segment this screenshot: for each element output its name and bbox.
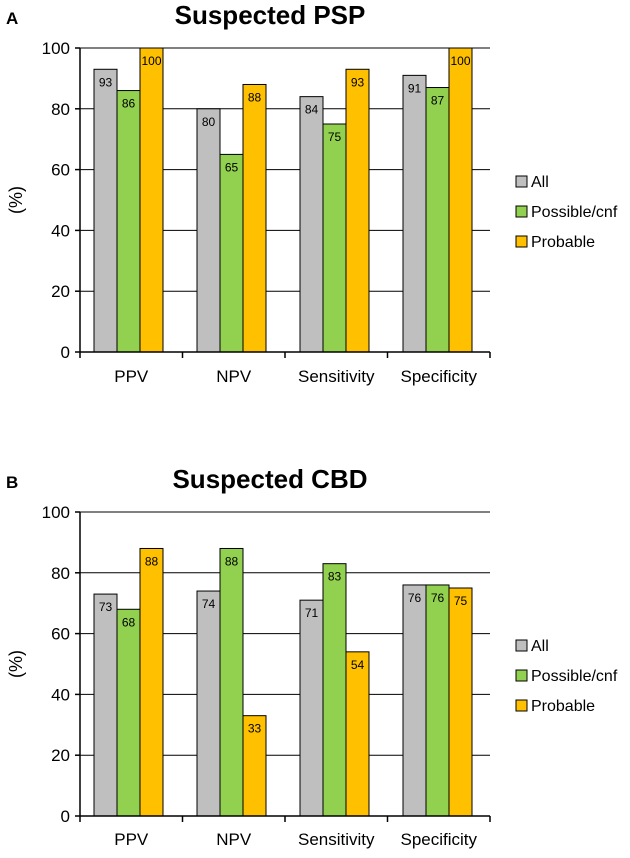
bar-probable-sensitivity xyxy=(345,651,370,817)
bar-all-ppv xyxy=(93,593,118,817)
panel-letter: A xyxy=(6,9,18,28)
category-label: Specificity xyxy=(400,367,477,386)
legend: All Possible/cnf Probable xyxy=(515,638,618,715)
data-label: 71 xyxy=(305,606,319,620)
data-label: 93 xyxy=(351,75,365,89)
data-label: 75 xyxy=(454,594,468,608)
legend-swatch-possible-cnf xyxy=(515,205,528,218)
data-label: 86 xyxy=(122,97,136,111)
bar-probable-ppv xyxy=(139,547,164,817)
legend-swatch-probable xyxy=(515,699,528,712)
data-label: 76 xyxy=(431,591,445,605)
legend-label: Probable xyxy=(531,234,595,251)
y-axis-label: (%) xyxy=(6,650,26,678)
category-label: NPV xyxy=(216,367,252,386)
chart-panel-a: A Suspected PSP 93 80 84 91 86 65 75 87 100 88 93 100… xyxy=(6,0,618,386)
data-label: 93 xyxy=(99,75,113,89)
y-tick-label: 60 xyxy=(51,625,70,644)
bar-possible-cnf-specificity xyxy=(425,584,450,817)
data-label: 54 xyxy=(351,658,365,672)
legend-label: Possible/cnf xyxy=(531,204,618,221)
category-label: Sensitivity xyxy=(298,830,375,849)
y-tick-label: 20 xyxy=(51,282,70,301)
data-label: 88 xyxy=(145,554,159,568)
data-label: 100 xyxy=(450,54,470,68)
bar-all-specificity xyxy=(402,74,427,353)
legend-label: Possible/cnf xyxy=(531,668,618,685)
bar-possible-cnf-ppv xyxy=(116,608,141,817)
bar-all-specificity xyxy=(402,584,427,817)
bar-possible-cnf-sensitivity xyxy=(322,563,347,817)
data-label: 88 xyxy=(248,90,262,104)
data-label: 75 xyxy=(328,130,342,144)
y-axis-label: (%) xyxy=(6,186,26,214)
y-tick-label: 0 xyxy=(61,343,70,362)
y-tick-label: 60 xyxy=(51,161,70,180)
data-label: 100 xyxy=(141,54,161,68)
y-tick-label: 20 xyxy=(51,746,70,765)
category-label: PPV xyxy=(114,367,149,386)
legend-label: All xyxy=(531,638,549,655)
bar-possible-cnf-specificity xyxy=(425,87,450,353)
bar-probable-specificity xyxy=(448,47,473,353)
bar-probable-sensitivity xyxy=(345,68,370,353)
legend: All Possible/cnf Probable xyxy=(515,174,618,251)
chart-title: Suspected PSP xyxy=(175,0,366,30)
legend-swatch-all xyxy=(515,639,528,652)
data-label: 68 xyxy=(122,615,136,629)
legend-label: Probable xyxy=(531,698,595,715)
bar-probable-ppv xyxy=(139,47,164,353)
data-label: 76 xyxy=(408,591,422,605)
bar-possible-cnf-npv xyxy=(219,547,244,817)
chart-panel-b: B Suspected CBD 73 74 71 76 68 88 83 76 88 33 54 75 0 2… xyxy=(6,464,618,849)
data-label: 83 xyxy=(328,570,342,584)
chart-title: Suspected CBD xyxy=(172,464,367,494)
panel-letter: B xyxy=(6,473,18,492)
bar-all-npv xyxy=(196,590,221,817)
bar-possible-cnf-ppv xyxy=(116,90,141,353)
data-label: 65 xyxy=(225,160,239,174)
bar-probable-npv xyxy=(242,83,267,353)
data-label: 80 xyxy=(202,115,216,129)
data-label: 84 xyxy=(305,103,319,117)
legend-swatch-all xyxy=(515,175,528,188)
y-tick-label: 100 xyxy=(42,39,70,58)
data-label: 74 xyxy=(202,597,216,611)
bar-possible-cnf-npv xyxy=(219,153,244,353)
bar-all-sensitivity xyxy=(299,96,324,353)
legend-swatch-possible-cnf xyxy=(515,669,528,682)
bar-possible-cnf-sensitivity xyxy=(322,123,347,353)
y-tick-label: 80 xyxy=(51,100,70,119)
bar-all-npv xyxy=(196,108,221,353)
category-label: Specificity xyxy=(400,830,477,849)
y-tick-label: 80 xyxy=(51,564,70,583)
data-label: 73 xyxy=(99,600,113,614)
data-label: 88 xyxy=(225,554,239,568)
bar-probable-specificity xyxy=(448,587,473,817)
legend-swatch-probable xyxy=(515,235,528,248)
category-label: NPV xyxy=(216,830,252,849)
bar-all-ppv xyxy=(93,68,118,353)
y-tick-label: 100 xyxy=(42,503,70,522)
category-label: PPV xyxy=(114,830,149,849)
data-label: 87 xyxy=(431,94,445,108)
y-tick-label: 40 xyxy=(51,685,70,704)
data-label: 91 xyxy=(408,81,422,95)
y-tick-label: 40 xyxy=(51,221,70,240)
category-label: Sensitivity xyxy=(298,367,375,386)
data-label: 33 xyxy=(248,722,262,736)
y-tick-label: 0 xyxy=(61,807,70,826)
bar-all-sensitivity xyxy=(299,599,324,817)
legend-label: All xyxy=(531,174,549,191)
